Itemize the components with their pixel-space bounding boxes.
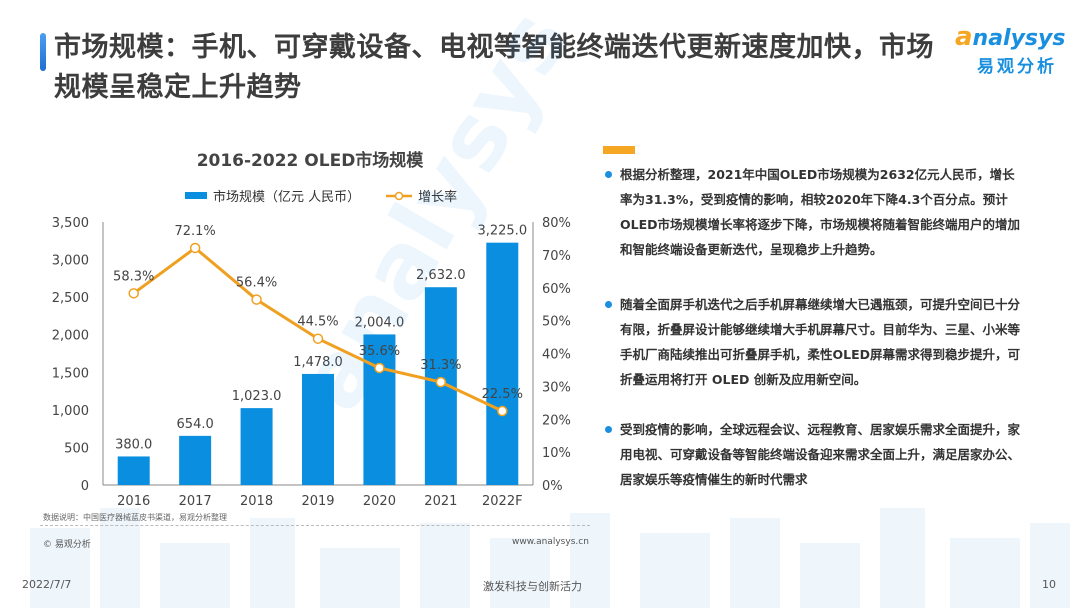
legend-line-label: 增长率 <box>418 190 458 205</box>
chart-legend: 市场规模（亿元 人民币） 增长率 <box>185 186 457 205</box>
bar-data-label: 2,004.0 <box>355 315 405 330</box>
bar <box>117 456 150 485</box>
growth-point <box>251 294 262 305</box>
growth-data-label: 44.5% <box>297 315 338 330</box>
analysys-logo: analysys 易观分析 <box>955 24 1065 77</box>
logo-swoosh-icon: a <box>955 22 973 52</box>
accent-bar <box>603 146 635 154</box>
legend-bar-swatch <box>185 192 207 199</box>
bar-data-label: 654.0 <box>177 417 214 432</box>
growth-data-label: 58.3% <box>113 269 154 284</box>
bar <box>363 334 396 485</box>
y-right-tick-label: 10% <box>542 446 571 461</box>
y-left-tick-label: 3,500 <box>52 216 89 231</box>
page-title: 市场规模：手机、可穿戴设备、电视等智能终端迭代更新速度加快，市场规模呈稳定上升趋… <box>54 32 934 103</box>
x-tick-label: 2020 <box>363 494 396 509</box>
y-left-tick-label: 1,500 <box>52 366 89 381</box>
growth-data-label: 72.1% <box>174 224 215 239</box>
footer-slogan: 激发科技与创新活力 <box>483 580 582 593</box>
bar-data-label: 3,225.0 <box>477 224 527 239</box>
logo-text-en: nalysys <box>972 26 1066 51</box>
logo-text-cn: 易观分析 <box>977 57 1057 77</box>
insight-bullet: 根据分析整理，2021年中国OLED市场规模为2632亿元人民币，增长率为31.… <box>604 162 1024 262</box>
y-right-tick-label: 30% <box>542 380 571 395</box>
growth-point <box>312 333 324 344</box>
bar <box>302 373 334 485</box>
growth-point <box>374 362 385 374</box>
bar <box>179 435 212 485</box>
legend-line-swatch <box>386 191 413 200</box>
x-tick-label: 2018 <box>240 494 273 509</box>
website-link[interactable]: www.analysys.cn <box>512 537 589 547</box>
bar-data-label: 380.0 <box>115 437 152 452</box>
insight-bullet: 受到疫情的影响，全球远程会议、远程教育、居家娱乐需求全面提升，家用电视、可穿戴设… <box>604 417 1024 492</box>
x-tick-label: 2022F <box>482 494 523 509</box>
x-tick-label: 2019 <box>301 494 334 509</box>
y-left-tick-label: 1,000 <box>52 404 89 419</box>
y-left-tick-label: 2,000 <box>52 329 89 344</box>
data-source-note: 数据说明：中国医疗器械蓝皮书渠道，易观分析整理 <box>43 513 227 522</box>
y-left-tick-label: 3,000 <box>52 254 89 269</box>
page-number: 10 <box>1042 578 1056 591</box>
y-right-tick-label: 80% <box>542 216 571 231</box>
insight-bullet: 随着全面屏手机迭代之后手机屏幕继续增大已遇瓶颈，可提升空间已十分有限，折叠屏设计… <box>604 292 1024 392</box>
y-right-tick-label: 20% <box>542 413 571 428</box>
growth-data-label: 22.5% <box>482 387 523 402</box>
bar <box>486 242 519 485</box>
y-right-tick-label: 0% <box>542 479 563 494</box>
y-left-tick-label: 500 <box>64 441 89 456</box>
chart-title: 2016-2022 OLED市场规模 <box>196 151 424 171</box>
growth-point <box>128 288 139 299</box>
bar-data-label: 2,632.0 <box>416 268 466 283</box>
bar-data-label: 1,023.0 <box>232 389 282 404</box>
title-accent-bar <box>40 33 46 71</box>
growth-data-label: 56.4% <box>236 276 277 291</box>
y-right-tick-label: 70% <box>542 249 571 264</box>
x-tick-label: 2021 <box>424 494 457 509</box>
x-tick-label: 2016 <box>117 494 150 509</box>
growth-point <box>435 376 447 388</box>
divider <box>40 525 590 526</box>
insight-list: 根据分析整理，2021年中国OLED市场规模为2632亿元人民币，增长率为31.… <box>604 162 1024 522</box>
y-right-tick-label: 40% <box>542 348 571 363</box>
x-tick-label: 2017 <box>179 494 212 509</box>
legend-bar-label: 市场规模（亿元 人民币） <box>213 190 361 205</box>
growth-point <box>497 405 508 417</box>
growth-point <box>189 242 201 254</box>
y-right-tick-label: 50% <box>542 315 571 330</box>
bar-data-label: 1,478.0 <box>293 355 343 370</box>
growth-data-label: 35.6% <box>359 344 400 359</box>
growth-data-label: 31.3% <box>420 358 461 373</box>
copyright: © 易观分析 <box>43 540 91 550</box>
y-right-tick-label: 60% <box>542 282 571 297</box>
footer-date: 2022/7/7 <box>22 578 72 591</box>
y-left-tick-label: 2,500 <box>52 291 89 306</box>
bar <box>240 408 273 485</box>
y-left-tick-label: 0 <box>81 479 89 494</box>
